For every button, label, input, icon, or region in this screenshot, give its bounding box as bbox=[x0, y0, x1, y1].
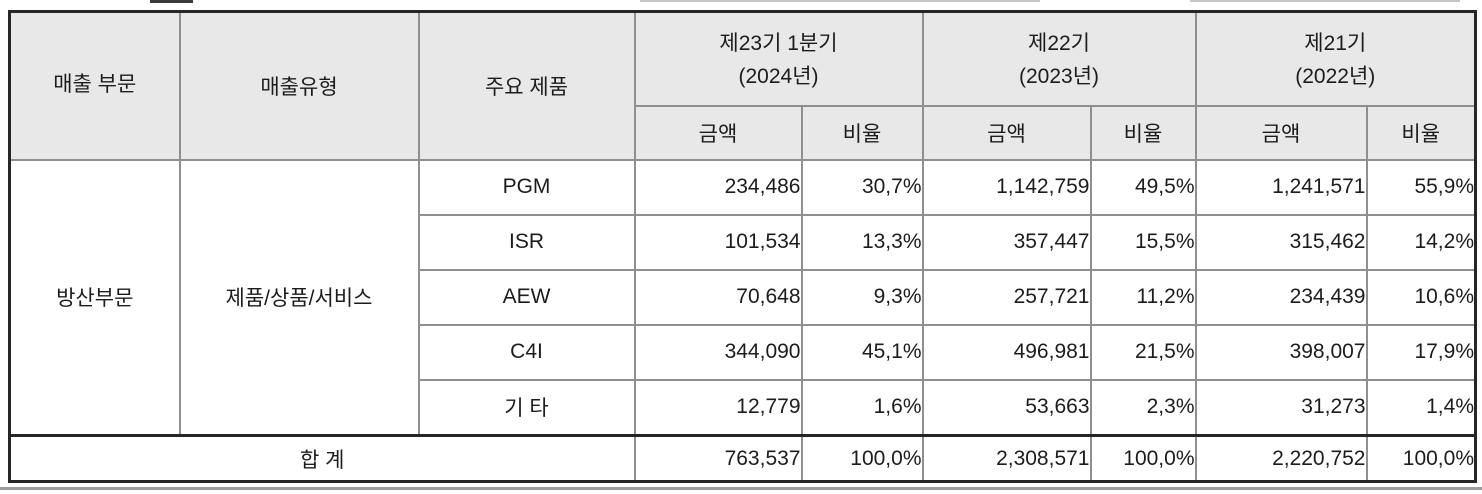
amount-cell: 496,981 bbox=[921, 323, 1092, 381]
amount-cell: 357,447 bbox=[921, 213, 1092, 271]
total-amount-cell: 2,308,571 bbox=[921, 434, 1092, 483]
header-period-23: 제23기 1분기 (2024년) bbox=[633, 10, 924, 107]
header-sales-division: 매출 부문 bbox=[8, 10, 181, 161]
bottom-divider bbox=[0, 487, 1482, 490]
ratio-cell: 21,5% bbox=[1089, 323, 1197, 381]
total-amount-cell: 763,537 bbox=[633, 434, 803, 483]
cropped-row-artifact bbox=[150, 0, 193, 3]
period-year: (2024년) bbox=[738, 64, 819, 88]
subheader-amount: 금액 bbox=[921, 104, 1092, 161]
amount-cell: 31,273 bbox=[1194, 378, 1368, 437]
subheader-ratio: 비율 bbox=[1365, 104, 1477, 161]
subheader-ratio: 비율 bbox=[1089, 104, 1197, 161]
product-cell: C4I bbox=[417, 323, 636, 381]
ratio-cell: 55,9% bbox=[1365, 158, 1477, 216]
ratio-cell: 10,6% bbox=[1365, 268, 1477, 326]
subheader-amount: 금액 bbox=[633, 104, 803, 161]
total-amount-cell: 2,220,752 bbox=[1194, 434, 1368, 483]
total-ratio-cell: 100,0% bbox=[1089, 434, 1197, 483]
amount-cell: 1,241,571 bbox=[1194, 158, 1368, 216]
ratio-cell: 1,4% bbox=[1365, 378, 1477, 437]
total-ratio-cell: 100,0% bbox=[1365, 434, 1477, 483]
header-main-product: 주요 제품 bbox=[417, 10, 636, 161]
period-year: (2022년) bbox=[1295, 64, 1376, 88]
table-row: ISR 101,534 13,3% 357,447 15,5% 315,462 … bbox=[10, 213, 1477, 271]
amount-cell: 234,486 bbox=[633, 158, 803, 216]
header-period-22: 제22기 (2023년) bbox=[921, 10, 1197, 107]
revenue-table: 매출 부문 매출유형 주요 제품 제23기 1분기 (2024년) 제22기 (… bbox=[8, 10, 1477, 483]
total-ratio-cell: 100,0% bbox=[800, 434, 924, 483]
division-cell: 방산부문 bbox=[8, 158, 181, 437]
ratio-cell: 45,1% bbox=[800, 323, 924, 381]
subheader-amount: 금액 bbox=[1194, 104, 1368, 161]
product-cell: ISR bbox=[417, 213, 636, 271]
period-title: 제21기 bbox=[1304, 32, 1367, 56]
amount-cell: 53,663 bbox=[921, 378, 1092, 437]
ratio-cell: 1,6% bbox=[800, 378, 924, 437]
amount-cell: 344,090 bbox=[633, 323, 803, 381]
amount-cell: 70,648 bbox=[633, 268, 803, 326]
product-cell: 기 타 bbox=[417, 378, 636, 437]
header-period-21: 제21기 (2022년) bbox=[1194, 10, 1477, 107]
amount-cell: 234,439 bbox=[1194, 268, 1368, 326]
ratio-cell: 11,2% bbox=[1089, 268, 1197, 326]
sales-type-cell: 제품/상품/서비스 bbox=[178, 158, 420, 437]
ratio-cell: 30,7% bbox=[800, 158, 924, 216]
ratio-cell: 9,3% bbox=[800, 268, 924, 326]
ratio-cell: 49,5% bbox=[1089, 158, 1197, 216]
product-cell: AEW bbox=[417, 268, 636, 326]
ratio-cell: 15,5% bbox=[1089, 213, 1197, 271]
ratio-cell: 13,3% bbox=[800, 213, 924, 271]
product-cell: PGM bbox=[417, 158, 636, 216]
amount-cell: 1,142,759 bbox=[921, 158, 1092, 216]
period-year: (2023년) bbox=[1018, 64, 1100, 88]
header-sales-type: 매출유형 bbox=[178, 10, 420, 161]
table-row: 기 타 12,779 1,6% 53,663 2,3% 31,273 1,4% bbox=[10, 378, 1477, 437]
period-title: 제22기 bbox=[1028, 32, 1090, 56]
amount-cell: 315,462 bbox=[1194, 213, 1368, 271]
table-row: 방산부문 제품/상품/서비스 PGM 234,486 30,7% 1,142,7… bbox=[8, 158, 1477, 437]
subheader-ratio: 비율 bbox=[800, 104, 924, 161]
amount-cell: 101,534 bbox=[633, 213, 803, 271]
ratio-cell: 2,3% bbox=[1089, 378, 1197, 437]
cropped-row-artifact bbox=[1190, 0, 1460, 2]
table-row: C4I 344,090 45,1% 496,981 21,5% 398,007 … bbox=[10, 323, 1477, 381]
ratio-cell: 14,2% bbox=[1365, 213, 1477, 271]
cropped-row-artifact bbox=[640, 0, 1040, 2]
total-row: 합 계 763,537 100,0% 2,308,571 100,0% 2,22… bbox=[8, 434, 1477, 483]
period-title: 제23기 1분기 bbox=[719, 32, 838, 56]
amount-cell: 257,721 bbox=[921, 268, 1092, 326]
ratio-cell: 17,9% bbox=[1365, 323, 1477, 381]
amount-cell: 398,007 bbox=[1194, 323, 1368, 381]
amount-cell: 12,779 bbox=[633, 378, 803, 437]
table-row: AEW 70,648 9,3% 257,721 11,2% 234,439 10… bbox=[10, 268, 1477, 326]
total-label-cell: 합 계 bbox=[8, 434, 636, 483]
